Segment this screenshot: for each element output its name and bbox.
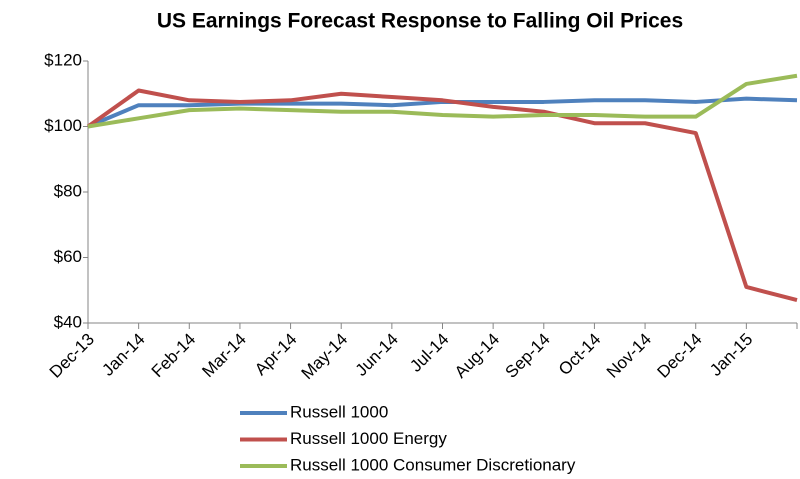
series-line xyxy=(87,73,798,129)
x-tick-label: Nov-14 xyxy=(603,330,655,382)
x-tick-label: Jun-14 xyxy=(352,330,402,380)
x-tick-label: Dec-14 xyxy=(654,330,706,382)
x-tick-label: Feb-14 xyxy=(148,330,200,382)
legend-label: Russell 1000 xyxy=(290,402,388,421)
x-tick-label: Apr-14 xyxy=(251,330,301,380)
y-tick-label: $80 xyxy=(54,181,82,200)
y-tick-label: $120 xyxy=(44,50,82,69)
series-line xyxy=(87,96,798,129)
x-tick-label: Sep-14 xyxy=(502,330,554,382)
x-tick-label: May-14 xyxy=(298,330,352,384)
legend-label: Russell 1000 Consumer Discretionary xyxy=(290,455,576,474)
x-tick-label: Mar-14 xyxy=(198,330,250,382)
y-tick-label: $60 xyxy=(54,247,82,266)
legend-label: Russell 1000 Energy xyxy=(290,429,447,448)
series-line xyxy=(86,88,798,303)
x-tick-label: Oct-14 xyxy=(555,330,605,380)
x-tick-label: Jan-14 xyxy=(98,330,148,380)
x-tick-label: Aug-14 xyxy=(451,330,503,382)
y-tick-label: $40 xyxy=(54,312,82,331)
chart-title: US Earnings Forecast Response to Falling… xyxy=(157,10,683,33)
x-tick-label: Jul-14 xyxy=(406,330,452,376)
x-tick-label: Dec-13 xyxy=(46,330,98,382)
x-tick-label: Jan-15 xyxy=(706,330,756,380)
y-tick-label: $100 xyxy=(44,116,82,135)
